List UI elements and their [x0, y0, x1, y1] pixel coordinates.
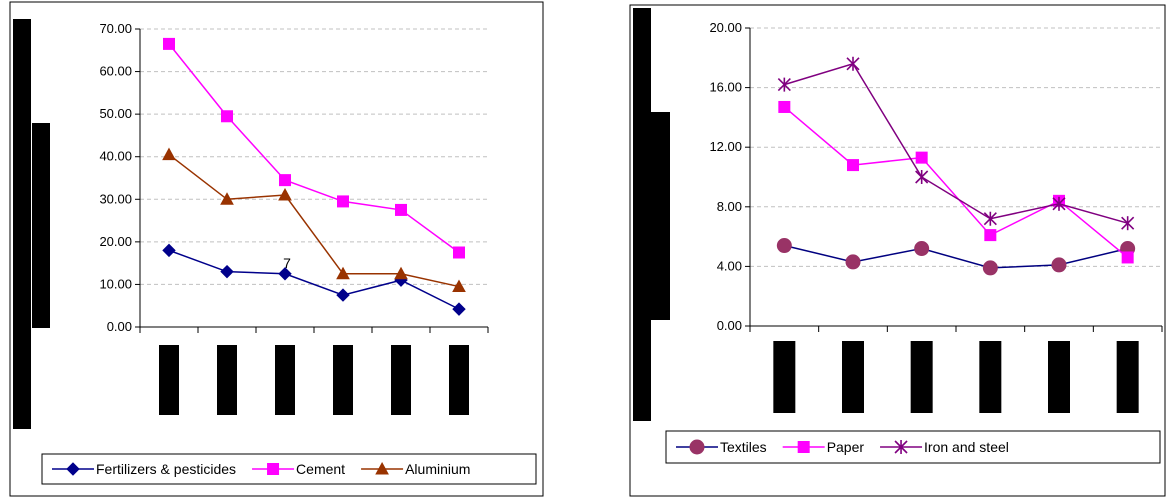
legend-label: Paper: [827, 439, 865, 455]
x-tick-label-block: [449, 345, 469, 415]
series-1-point: [845, 254, 861, 270]
series-3-point: [915, 170, 929, 184]
x-tick-label-block: [391, 345, 411, 415]
series-2-point: [395, 203, 407, 216]
series-line-2: [783, 106, 1129, 259]
redaction-bar-1: [13, 19, 31, 429]
redaction-bar-2: [651, 112, 670, 320]
series-3-point: [452, 279, 466, 293]
x-tick-label-block: [842, 341, 864, 413]
series-1-point: [336, 288, 350, 302]
series-1-point: [1051, 257, 1067, 273]
y-tick-label: 4.00: [717, 258, 742, 273]
x-tick-label-block: [979, 341, 1002, 413]
series-1-point: [982, 260, 998, 276]
y-tick-label: 30.00: [99, 191, 132, 206]
series-1-point: [776, 238, 792, 254]
y-tick-label: 20.00: [709, 20, 742, 35]
series-line-2: [168, 43, 460, 254]
series-line-1: [784, 244, 1128, 269]
series-3-point: [278, 187, 292, 201]
x-tick-label-block: [159, 345, 179, 415]
legend-swatch-marker: [797, 441, 810, 453]
legend-swatch-marker: [375, 461, 389, 475]
y-tick-label: 16.00: [709, 80, 742, 95]
series-2-point: [279, 174, 291, 187]
series-1-point: [162, 243, 176, 258]
series-1-point: [452, 302, 466, 316]
y-tick-label: 20.00: [99, 234, 132, 249]
legend-label: Fertilizers & pesticides: [96, 461, 236, 477]
x-tick-label-block: [1048, 341, 1070, 413]
y-tick-label: 0.00: [107, 319, 132, 334]
series-2-point: [915, 151, 928, 164]
series-line-3: [784, 62, 1128, 224]
series-2-point: [847, 159, 859, 172]
series-2-point: [453, 246, 465, 259]
series-2-point: [778, 100, 791, 113]
x-tick-label-block: [333, 345, 353, 415]
chart-left: 0.00 10.00 20.00 30.00 40.00 50.00 60.00 70.00 7…: [9, 1, 544, 497]
y-tick-label: 70.00: [99, 21, 132, 36]
y-tick-label: 60.00: [99, 64, 132, 79]
x-tick-label-block: [275, 345, 295, 415]
legend-swatch-marker: [689, 439, 705, 455]
series-3-point: [777, 77, 791, 92]
series-3-point: [336, 266, 350, 280]
series-1-point: [914, 241, 930, 257]
legend-label: Iron and steel: [924, 439, 1009, 455]
redaction-bar-2: [32, 123, 50, 328]
y-tick-label: 0.00: [717, 318, 742, 333]
series-3-point: [162, 147, 176, 161]
x-tick-label-block: [910, 341, 933, 413]
y-tick-label: 50.00: [99, 106, 132, 121]
series-2-point: [337, 195, 349, 208]
series-2-point: [984, 229, 997, 242]
legend-label: Cement: [296, 461, 345, 477]
series-2-point: [221, 110, 233, 123]
y-tick-label: 12.00: [709, 139, 742, 154]
annotation-label: 7: [283, 255, 291, 271]
legend-label: Textiles: [720, 439, 767, 455]
series-3-point: [1052, 196, 1066, 211]
legend-label: Aluminium: [405, 461, 470, 477]
x-tick-label-block: [773, 341, 796, 413]
legend-swatch-marker: [66, 462, 80, 476]
series-2-point: [1121, 251, 1134, 264]
series-2-point: [163, 37, 175, 50]
series-3-point: [1121, 216, 1135, 231]
series-3-point: [394, 266, 408, 280]
series-3-point: [983, 211, 997, 226]
series-line-1: [168, 249, 460, 310]
chart-frame: [629, 4, 1166, 497]
series-1-point: [220, 264, 234, 279]
y-tick-label: 10.00: [99, 276, 132, 291]
series-3-point: [846, 56, 860, 71]
legend-swatch-marker: [267, 463, 280, 475]
x-tick-label-block: [217, 345, 237, 415]
y-tick-label: 8.00: [717, 199, 742, 214]
series-3-point: [220, 192, 234, 205]
x-tick-label-block: [1116, 341, 1139, 413]
redaction-bar-1: [633, 8, 651, 421]
chart-right: 0.00 4.00 8.00 12.00 16.00 20.00 Textiles Paper…: [629, 4, 1166, 497]
y-tick-label: 40.00: [99, 149, 132, 164]
legend-swatch-marker: [894, 440, 908, 454]
series-1-point: [278, 267, 292, 281]
series-line-3: [168, 153, 460, 288]
